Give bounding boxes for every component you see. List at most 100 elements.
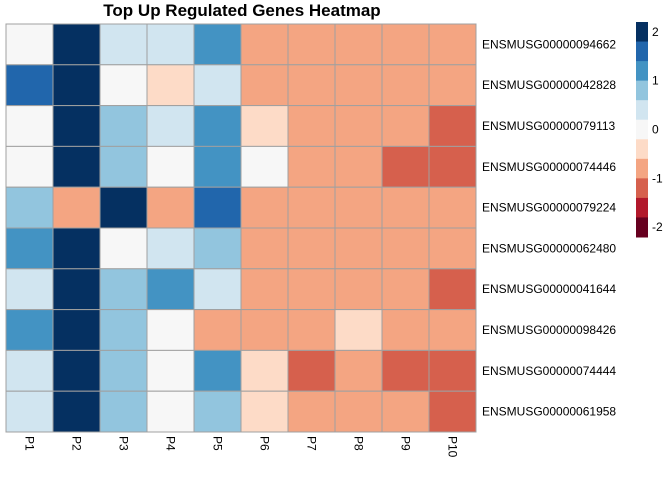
heatmap-cell xyxy=(334,64,383,107)
legend-tick-label: 0 xyxy=(652,123,659,137)
heatmap-cell xyxy=(428,105,477,147)
column-label: P6 xyxy=(258,436,272,451)
heatmap-cell xyxy=(240,268,289,311)
heatmap-cell xyxy=(146,309,195,351)
heatmap-cell xyxy=(99,145,148,188)
heatmap-cell xyxy=(334,268,383,311)
heatmap-cell xyxy=(99,309,148,351)
column-label: P7 xyxy=(305,436,319,451)
heatmap-cell xyxy=(99,186,148,229)
heatmap-cell xyxy=(193,390,242,433)
heatmap-cell xyxy=(381,227,430,270)
heatmap-cell xyxy=(381,23,430,66)
heatmap-cell xyxy=(240,105,289,147)
heatmap-cell xyxy=(428,268,477,311)
heatmap-cell xyxy=(193,64,242,107)
legend-swatch xyxy=(636,22,648,43)
heatmap-cell xyxy=(5,390,54,433)
column-label: P5 xyxy=(211,436,225,451)
heatmap-cell xyxy=(334,23,383,66)
heatmap-cell xyxy=(146,227,195,270)
heatmap-cell xyxy=(52,105,101,147)
heatmap-cell xyxy=(193,309,242,351)
heatmap-cell xyxy=(193,23,242,66)
heatmap-cell xyxy=(428,23,477,66)
heatmap-cell xyxy=(287,64,336,107)
heatmap-cell xyxy=(381,268,430,311)
legend-tick-label: -1 xyxy=(652,171,663,185)
legend-swatch xyxy=(636,41,648,62)
heatmap-cell xyxy=(428,390,477,433)
heatmap-cell xyxy=(381,145,430,188)
heatmap-cell xyxy=(287,227,336,270)
heatmap-cell xyxy=(99,349,148,392)
heatmap-cell xyxy=(5,309,54,351)
legend-swatch xyxy=(636,217,648,238)
heatmap-cell xyxy=(146,349,195,392)
heatmap-cell xyxy=(146,268,195,311)
legend-tick-label: 2 xyxy=(652,25,659,39)
heatmap-cell xyxy=(193,145,242,188)
heatmap-cell xyxy=(334,105,383,147)
heatmap-cell xyxy=(240,64,289,107)
heatmap-cell xyxy=(287,145,336,188)
heatmap-cell xyxy=(428,309,477,351)
heatmap-cell xyxy=(381,349,430,392)
legend-tick-label: -2 xyxy=(652,220,663,234)
heatmap-cell xyxy=(99,105,148,147)
heatmap-cell xyxy=(287,268,336,311)
heatmap-cell xyxy=(146,105,195,147)
heatmap-cell xyxy=(428,145,477,188)
heatmap-cell xyxy=(240,145,289,188)
heatmap-cell xyxy=(146,23,195,66)
heatmap-cell xyxy=(146,390,195,433)
heatmap-cell xyxy=(99,23,148,66)
row-label: ENSMUSG00000094662 xyxy=(482,37,616,51)
heatmap-cell xyxy=(334,186,383,229)
heatmap-cell xyxy=(99,390,148,433)
heatmap-cell xyxy=(5,145,54,188)
heatmap-cell xyxy=(334,390,383,433)
row-label: ENSMUSG00000074444 xyxy=(482,364,616,378)
heatmap-cell xyxy=(287,390,336,433)
heatmap-cell xyxy=(334,349,383,392)
column-labels: P1 P2 P3 P4 P5 P6 P7 P8 P9 P10 xyxy=(23,436,460,458)
heatmap-cell xyxy=(52,145,101,188)
heatmap-cell xyxy=(193,105,242,147)
row-label: ENSMUSG00000098426 xyxy=(482,323,616,337)
heatmap-cell xyxy=(287,309,336,351)
heatmap-cell xyxy=(381,186,430,229)
heatmap-cell xyxy=(52,64,101,107)
heatmap-cell xyxy=(5,186,54,229)
heatmap-cell xyxy=(52,349,101,392)
heatmap-cell xyxy=(52,227,101,270)
heatmap-cell xyxy=(5,227,54,270)
legend-swatch xyxy=(636,197,648,218)
heatmap-cell xyxy=(381,390,430,433)
heatmap-cell xyxy=(428,64,477,107)
column-label: P10 xyxy=(446,436,460,458)
legend-swatch xyxy=(636,178,648,199)
heatmap-cell xyxy=(52,309,101,351)
heatmap-cell xyxy=(240,186,289,229)
heatmap-cell xyxy=(240,227,289,270)
heatmap-cell xyxy=(193,349,242,392)
column-label: P4 xyxy=(164,436,178,451)
heatmap-cell xyxy=(5,349,54,392)
heatmap-cell xyxy=(99,64,148,107)
heatmap-cell xyxy=(99,268,148,311)
row-label: ENSMUSG00000042828 xyxy=(482,78,616,92)
heatmap-cell xyxy=(52,390,101,433)
heatmap-cell xyxy=(381,309,430,351)
column-label: P1 xyxy=(23,436,37,451)
heatmap-cell xyxy=(5,64,54,107)
row-label: ENSMUSG00000041644 xyxy=(482,282,616,296)
legend-swatch xyxy=(636,61,648,82)
color-legend: 2 1 0 -1 -2 xyxy=(636,22,663,238)
heatmap-cell xyxy=(240,309,289,351)
legend-swatch xyxy=(636,80,648,101)
legend-swatch xyxy=(636,158,648,179)
heatmap-cell xyxy=(287,23,336,66)
heatmap-cell xyxy=(240,390,289,433)
heatmap-cell xyxy=(428,186,477,229)
